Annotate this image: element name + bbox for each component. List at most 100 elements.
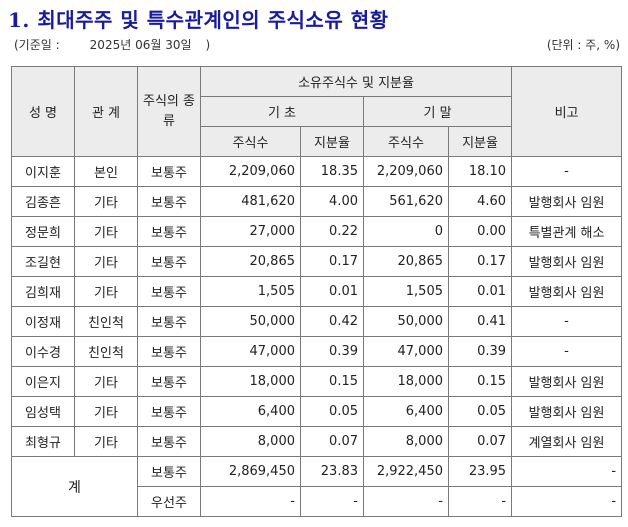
cell-begin-ratio: 0.05 bbox=[300, 396, 364, 427]
cell-begin-ratio: 0.01 bbox=[300, 276, 364, 307]
cell-name: 이정재 bbox=[11, 306, 75, 337]
cell-begin-shares: 8,000 bbox=[200, 426, 301, 457]
cell-begin-shares: 20,865 bbox=[200, 246, 301, 277]
cell-remark: - bbox=[511, 456, 623, 487]
header-begin: 기 초 bbox=[200, 96, 364, 127]
header-end-shares: 주식수 bbox=[363, 126, 449, 157]
cell-name: 임성택 bbox=[11, 396, 75, 427]
cell-remark: - bbox=[511, 486, 623, 517]
cell-name: 이지훈 bbox=[11, 156, 75, 187]
cell-begin-ratio: 23.83 bbox=[300, 456, 364, 487]
cell-begin-shares: 50,000 bbox=[200, 306, 301, 337]
cell-remark: - bbox=[511, 156, 623, 187]
cell-name: 조길현 bbox=[11, 246, 75, 277]
cell-kind: 보통주 bbox=[137, 246, 201, 277]
cell-relation: 친인척 bbox=[74, 306, 138, 337]
cell-relation: 기타 bbox=[74, 246, 138, 277]
cell-relation: 기타 bbox=[74, 396, 138, 427]
header-begin-ratio: 지분율 bbox=[300, 126, 364, 157]
reference-date: (기준일 : 2025년 06월 30일) bbox=[14, 36, 210, 53]
cell-begin-shares: - bbox=[200, 486, 301, 517]
cell-end-shares: 18,000 bbox=[363, 366, 449, 397]
total-label: 계 bbox=[11, 456, 138, 517]
cell-relation: 기타 bbox=[74, 216, 138, 247]
shareholding-table: 성 명 관 계 주식의 종류 소유주식수 및 지분율 비고 기 초 기 말 주식… bbox=[11, 66, 623, 517]
cell-begin-shares: 47,000 bbox=[200, 336, 301, 367]
header-ownership: 소유주식수 및 지분율 bbox=[199, 66, 513, 97]
cell-end-ratio: 0.39 bbox=[447, 336, 513, 367]
cell-remark: - bbox=[511, 336, 623, 367]
cell-relation: 본인 bbox=[74, 156, 138, 187]
table-row: 최형규 기타 보통주 8,000 0.07 8,000 0.07 계열회사 임원 bbox=[11, 426, 623, 457]
cell-end-shares: 2,209,060 bbox=[363, 156, 449, 187]
cell-kind: 보통주 bbox=[137, 156, 201, 187]
table-row: 이지훈 본인 보통주 2,209,060 18.35 2,209,060 18.… bbox=[11, 156, 623, 187]
cell-name: 김종흔 bbox=[11, 186, 75, 217]
cell-kind: 보통주 bbox=[137, 216, 201, 247]
cell-name: 정문희 bbox=[11, 216, 75, 247]
cell-remark: 특별관계 해소 bbox=[511, 216, 623, 247]
cell-kind: 보통주 bbox=[137, 426, 201, 457]
cell-begin-shares: 6,400 bbox=[200, 396, 301, 427]
cell-end-shares: 561,620 bbox=[363, 186, 449, 217]
cell-relation: 기타 bbox=[74, 186, 138, 217]
cell-kind: 우선주 bbox=[137, 486, 201, 517]
cell-remark: - bbox=[511, 306, 623, 337]
cell-end-shares: 6,400 bbox=[363, 396, 449, 427]
cell-remark: 발행회사 임원 bbox=[511, 276, 623, 307]
table-row: 이정재 친인척 보통주 50,000 0.42 50,000 0.41 - bbox=[11, 306, 623, 337]
table-row: 조길현 기타 보통주 20,865 0.17 20,865 0.17 발행회사 … bbox=[11, 246, 623, 277]
total-row: 계 보통주 2,869,450 23.83 2,922,450 23.95 - bbox=[11, 456, 623, 517]
cell-end-shares: 0 bbox=[363, 216, 449, 247]
cell-begin-ratio: 0.07 bbox=[300, 426, 364, 457]
cell-end-shares: 50,000 bbox=[363, 306, 449, 337]
total-row: 우선주 - - - - - bbox=[12, 486, 623, 517]
cell-end-shares: 47,000 bbox=[363, 336, 449, 367]
cell-begin-shares: 481,620 bbox=[200, 186, 301, 217]
header-end: 기 말 bbox=[362, 96, 513, 127]
cell-begin-ratio: 0.17 bbox=[300, 246, 364, 277]
cell-end-shares: - bbox=[363, 486, 449, 517]
cell-name: 이은지 bbox=[11, 366, 75, 397]
cell-remark: 발행회사 임원 bbox=[511, 366, 623, 397]
cell-relation: 친인척 bbox=[74, 336, 138, 367]
header-relation: 관 계 bbox=[74, 66, 138, 157]
cell-begin-ratio: - bbox=[300, 486, 364, 517]
cell-remark: 발행회사 임원 bbox=[511, 246, 623, 277]
cell-end-shares: 20,865 bbox=[363, 246, 449, 277]
table-row: 김종흔 기타 보통주 481,620 4.00 561,620 4.60 발행회… bbox=[11, 186, 623, 217]
cell-begin-ratio: 18.35 bbox=[300, 156, 364, 187]
cell-end-ratio: 0.17 bbox=[447, 246, 513, 277]
cell-begin-ratio: 4.00 bbox=[300, 186, 364, 217]
cell-end-shares: 1,505 bbox=[363, 276, 449, 307]
header-stock-kind: 주식의 종류 bbox=[137, 66, 201, 157]
cell-kind: 보통주 bbox=[137, 396, 201, 427]
cell-begin-shares: 2,209,060 bbox=[200, 156, 301, 187]
table-row: 이수경 친인척 보통주 47,000 0.39 47,000 0.39 - bbox=[11, 336, 623, 367]
unit-label: (단위 : 주, %) bbox=[546, 38, 620, 52]
cell-name: 최형규 bbox=[11, 426, 75, 457]
cell-end-shares: 8,000 bbox=[363, 426, 449, 457]
cell-kind: 보통주 bbox=[137, 306, 201, 337]
table-row: 이은지 기타 보통주 18,000 0.15 18,000 0.15 발행회사 … bbox=[11, 366, 623, 397]
cell-name: 이수경 bbox=[11, 336, 75, 367]
cell-relation: 기타 bbox=[74, 426, 138, 457]
cell-kind: 보통주 bbox=[137, 336, 201, 367]
cell-remark: 발행회사 임원 bbox=[511, 396, 623, 427]
cell-begin-shares: 1,505 bbox=[200, 276, 301, 307]
cell-begin-shares: 2,869,450 bbox=[200, 456, 301, 487]
cell-remark: 계열회사 임원 bbox=[511, 426, 623, 457]
cell-end-ratio: - bbox=[447, 486, 513, 517]
cell-end-ratio: 18.10 bbox=[447, 156, 513, 187]
header-remark: 비고 bbox=[511, 66, 623, 157]
header-end-ratio: 지분율 bbox=[447, 126, 513, 157]
cell-relation: 기타 bbox=[74, 366, 138, 397]
cell-kind: 보통주 bbox=[137, 456, 201, 487]
cell-end-ratio: 4.60 bbox=[447, 186, 513, 217]
cell-begin-shares: 18,000 bbox=[200, 366, 301, 397]
cell-begin-ratio: 0.39 bbox=[300, 336, 364, 367]
cell-end-ratio: 0.01 bbox=[447, 276, 513, 307]
cell-end-shares: 2,922,450 bbox=[363, 456, 449, 487]
header-name: 성 명 bbox=[11, 66, 75, 157]
cell-name: 김희재 bbox=[11, 276, 75, 307]
